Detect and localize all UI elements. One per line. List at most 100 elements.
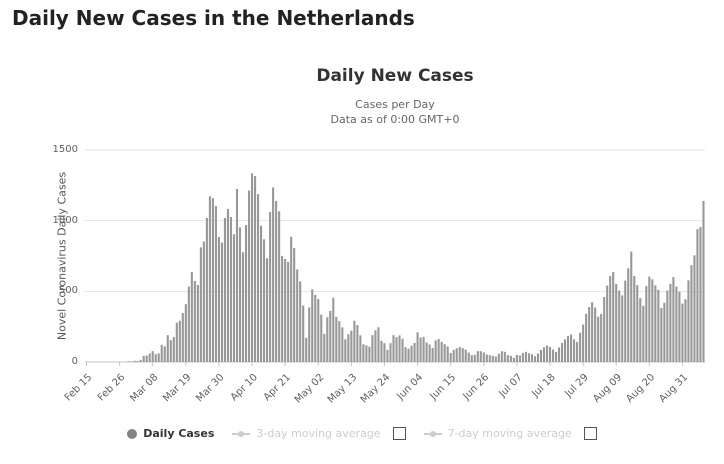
bar bbox=[196, 284, 199, 362]
bar bbox=[440, 341, 443, 362]
bar bbox=[645, 286, 648, 362]
bar bbox=[657, 289, 660, 362]
x-tick-label: Mar 30 bbox=[194, 372, 227, 405]
bar bbox=[142, 355, 145, 362]
bar bbox=[193, 281, 196, 362]
bar bbox=[470, 355, 473, 362]
bar bbox=[582, 324, 585, 362]
bar bbox=[539, 349, 543, 362]
bar bbox=[217, 237, 220, 362]
bar bbox=[232, 234, 236, 362]
bar bbox=[615, 283, 618, 362]
bar bbox=[199, 247, 202, 362]
bar bbox=[290, 236, 293, 362]
bar bbox=[389, 343, 392, 362]
bar bbox=[545, 345, 549, 362]
bar bbox=[359, 335, 362, 362]
bar bbox=[350, 330, 353, 362]
bar bbox=[560, 343, 564, 362]
bar bbox=[410, 345, 413, 362]
bar bbox=[395, 337, 398, 362]
bar bbox=[639, 298, 642, 362]
bar bbox=[139, 359, 142, 362]
bar bbox=[145, 355, 148, 362]
bar bbox=[651, 279, 654, 362]
bar bbox=[642, 305, 645, 362]
chart-subtitle-data-as-of: Data as of 0:00 GMT+0 bbox=[330, 113, 460, 126]
bar bbox=[548, 346, 552, 362]
bar bbox=[488, 355, 491, 362]
bar bbox=[341, 327, 344, 362]
bar bbox=[443, 344, 446, 362]
bar bbox=[425, 342, 428, 362]
bar bbox=[663, 302, 666, 362]
bar bbox=[591, 302, 594, 362]
bar bbox=[437, 339, 440, 362]
y-tick-label: 1000 bbox=[52, 214, 78, 226]
bar bbox=[356, 324, 359, 362]
bar bbox=[576, 342, 579, 362]
bar bbox=[311, 289, 314, 362]
bar bbox=[446, 346, 449, 362]
bar bbox=[175, 322, 178, 362]
bar bbox=[407, 348, 410, 362]
bar bbox=[398, 335, 401, 362]
bar bbox=[347, 334, 350, 362]
bar bbox=[299, 281, 302, 362]
bar bbox=[226, 208, 230, 362]
bar bbox=[154, 354, 157, 362]
bar bbox=[202, 241, 205, 362]
bar bbox=[374, 330, 377, 362]
bar bbox=[594, 307, 597, 362]
bar bbox=[287, 261, 290, 362]
bar bbox=[669, 283, 672, 362]
bar bbox=[401, 338, 404, 362]
bar bbox=[624, 280, 627, 362]
bar bbox=[250, 173, 254, 362]
bar bbox=[666, 290, 669, 362]
bar bbox=[305, 337, 308, 362]
bar bbox=[190, 271, 193, 362]
bar bbox=[702, 200, 705, 362]
bar bbox=[491, 355, 494, 362]
bar bbox=[223, 217, 227, 362]
bar bbox=[260, 225, 263, 362]
chart-subtitle-cases-per-day: Cases per Day bbox=[355, 98, 435, 111]
bar bbox=[308, 307, 311, 362]
bar bbox=[503, 351, 506, 362]
bar bbox=[449, 353, 452, 362]
bar bbox=[338, 321, 341, 362]
bar bbox=[422, 336, 425, 362]
x-tick-label: Apr 21 bbox=[261, 372, 293, 404]
7day-line-marker-icon bbox=[423, 430, 442, 437]
bar bbox=[452, 349, 455, 362]
page-title: Daily New Cases in the Netherlands bbox=[12, 6, 415, 30]
bar bbox=[332, 297, 335, 362]
x-tick-label: Jun 04 bbox=[395, 372, 426, 403]
bar bbox=[317, 299, 320, 362]
bar bbox=[500, 351, 503, 362]
bar bbox=[166, 335, 169, 362]
bar bbox=[127, 361, 130, 362]
bar bbox=[392, 335, 395, 362]
bar bbox=[696, 229, 699, 362]
y-tick-label: 0 bbox=[71, 356, 78, 367]
bar bbox=[527, 353, 530, 362]
bar bbox=[621, 295, 624, 362]
bar bbox=[482, 352, 485, 362]
bar bbox=[648, 276, 651, 362]
x-tick-label: Jul 07 bbox=[497, 372, 525, 400]
bar bbox=[314, 294, 317, 362]
y-axis-labels: 0 500 1000 1500 bbox=[30, 144, 78, 367]
bar bbox=[494, 356, 497, 362]
bar bbox=[612, 272, 615, 362]
legend-item-daily-cases[interactable]: Daily Cases bbox=[127, 427, 214, 440]
bar bbox=[678, 291, 681, 362]
bar bbox=[269, 212, 272, 362]
legend-item-3day-moving-average[interactable]: 3-day moving average bbox=[232, 427, 381, 440]
checkbox-3day-moving-average[interactable] bbox=[392, 427, 406, 440]
checkbox-7day-moving-average[interactable] bbox=[583, 427, 597, 440]
bar bbox=[416, 332, 419, 362]
legend-item-7day-moving-average[interactable]: 7-day moving average bbox=[423, 427, 572, 440]
x-tick-label: Mar 08 bbox=[128, 372, 161, 405]
